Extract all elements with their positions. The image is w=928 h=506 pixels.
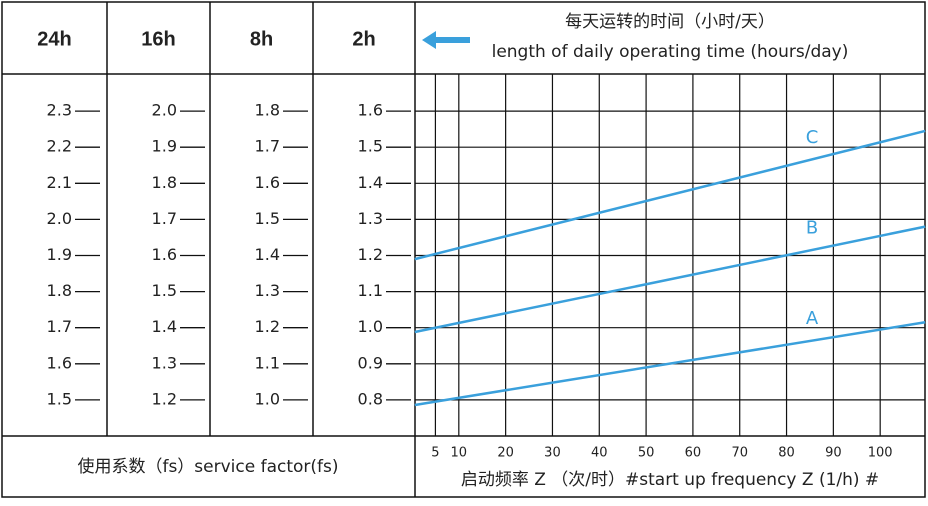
scale-tick-label: 2.2 bbox=[47, 137, 72, 156]
x-tick-label: 90 bbox=[825, 446, 842, 461]
scale-tick-label: 1.5 bbox=[358, 137, 383, 156]
series-label: B bbox=[806, 217, 818, 238]
scale-tick-label: 1.7 bbox=[47, 317, 72, 336]
series-label: A bbox=[806, 308, 819, 329]
scale-tick-label: 1.5 bbox=[47, 389, 72, 408]
column-header: 24h bbox=[37, 28, 71, 50]
x-axis-label: 启动频率 Z （次/时）#start up frequency Z (1/h) … bbox=[461, 470, 879, 490]
x-tick-label: 60 bbox=[685, 446, 702, 461]
scale-tick-label: 2.3 bbox=[47, 101, 72, 120]
scale-tick-label: 1.5 bbox=[152, 281, 177, 300]
scale-tick-label: 1.3 bbox=[255, 281, 280, 300]
caption-en: length of daily operating time (hours/da… bbox=[492, 42, 849, 62]
scale-tick-label: 1.4 bbox=[152, 317, 177, 336]
scale-tick-label: 1.2 bbox=[358, 245, 383, 264]
x-tick-label: 10 bbox=[451, 446, 468, 461]
scale-tick-label: 1.1 bbox=[358, 281, 383, 300]
series-line bbox=[414, 321, 926, 407]
scale-tick-label: 1.1 bbox=[255, 353, 280, 372]
scale-tick-label: 1.4 bbox=[358, 173, 383, 192]
column-header: 16h bbox=[141, 28, 175, 50]
x-tick-label: 20 bbox=[497, 446, 514, 461]
x-tick-label: 30 bbox=[544, 446, 561, 461]
scale-label: 使用系数（fs）service factor(fs) bbox=[77, 456, 338, 477]
scale-tick-label: 1.0 bbox=[255, 389, 280, 408]
scale-tick-label: 1.0 bbox=[358, 317, 383, 336]
scale-tick-label: 1.7 bbox=[255, 137, 280, 156]
series-line bbox=[414, 225, 926, 334]
arrow-icon bbox=[422, 31, 470, 49]
scale-tick-label: 1.8 bbox=[255, 101, 280, 120]
scale-tick-label: 2.1 bbox=[47, 173, 72, 192]
scale-tick-label: 1.8 bbox=[47, 281, 72, 300]
scale-tick-label: 1.9 bbox=[152, 137, 177, 156]
scale-tick-label: 1.8 bbox=[152, 173, 177, 192]
series-line bbox=[414, 129, 926, 261]
scale-tick-label: 1.7 bbox=[152, 209, 177, 228]
series-label: C bbox=[806, 127, 819, 148]
scale-tick-label: 2.0 bbox=[47, 209, 72, 228]
column-header: 2h bbox=[352, 28, 375, 50]
caption-cn: 每天运转的时间（小时/天） bbox=[565, 12, 775, 32]
scale-tick-label: 0.8 bbox=[358, 389, 383, 408]
scale-tick-label: 1.3 bbox=[358, 209, 383, 228]
x-tick-label: 50 bbox=[638, 446, 655, 461]
scale-tick-label: 0.9 bbox=[358, 353, 383, 372]
scale-tick-label: 1.5 bbox=[255, 209, 280, 228]
scale-tick-label: 1.3 bbox=[152, 353, 177, 372]
column-header: 8h bbox=[250, 28, 273, 50]
x-tick-label: 40 bbox=[591, 446, 608, 461]
x-tick-label: 80 bbox=[778, 446, 795, 461]
x-tick-label: 70 bbox=[731, 446, 748, 461]
scale-tick-label: 2.0 bbox=[152, 101, 177, 120]
scale-tick-label: 1.2 bbox=[255, 317, 280, 336]
x-tick-label: 100 bbox=[868, 446, 893, 461]
scale-tick-label: 1.6 bbox=[255, 173, 280, 192]
scale-tick-label: 1.6 bbox=[152, 245, 177, 264]
scale-tick-label: 1.2 bbox=[152, 389, 177, 408]
scale-tick-label: 1.6 bbox=[358, 101, 383, 120]
scale-tick-label: 1.4 bbox=[255, 245, 280, 264]
scale-tick-label: 1.6 bbox=[47, 353, 72, 372]
scale-tick-label: 1.9 bbox=[47, 245, 72, 264]
frame bbox=[1, 1, 926, 498]
x-tick-label: 5 bbox=[431, 446, 439, 461]
